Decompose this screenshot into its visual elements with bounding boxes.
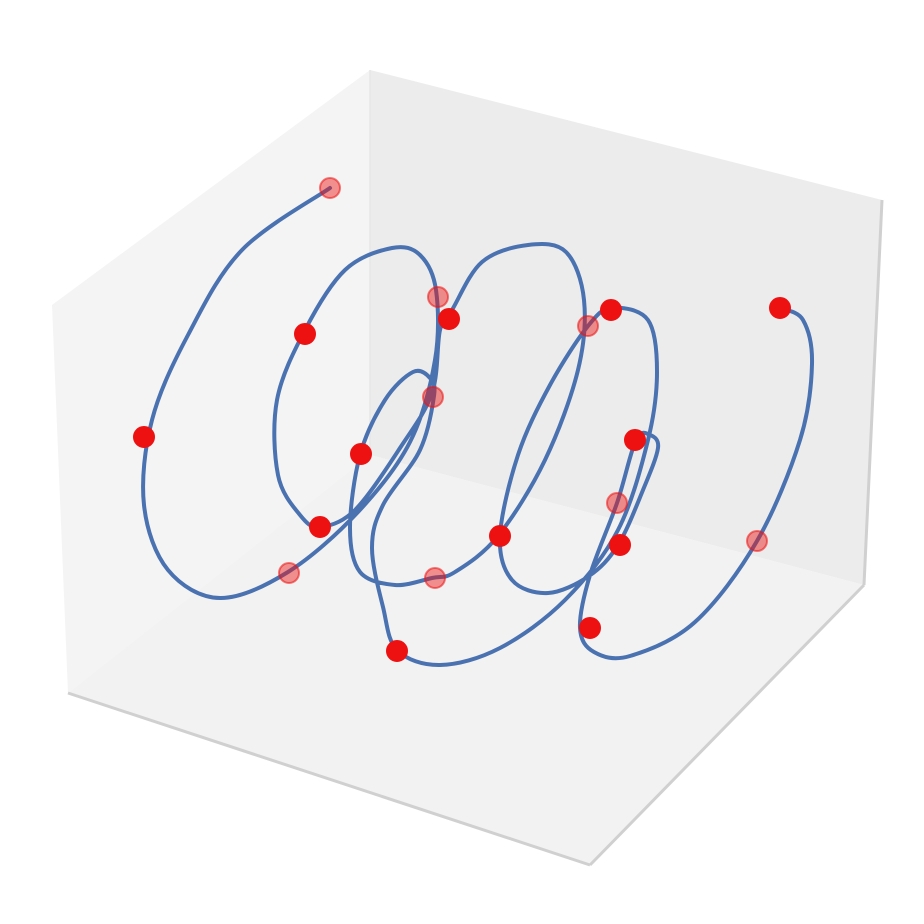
helix-line <box>141 186 815 668</box>
data-point-9 <box>422 386 444 408</box>
front-floor-edge <box>67 691 591 867</box>
data-point-13 <box>577 315 599 337</box>
data-point-12 <box>489 525 511 547</box>
data-point-3 <box>133 426 155 448</box>
series-layer <box>133 177 815 668</box>
data-point-1 <box>319 177 341 199</box>
data-point-15 <box>624 429 646 451</box>
data-point-6 <box>350 443 372 465</box>
data-point-14 <box>600 299 622 321</box>
axes-panes <box>52 70 884 867</box>
data-point-20 <box>769 297 791 319</box>
right-floor-edge <box>588 583 866 867</box>
left-pane <box>52 70 370 693</box>
data-point-4 <box>278 562 300 584</box>
right-vertical-edge <box>862 199 884 586</box>
data-point-17 <box>609 534 631 556</box>
data-point-16 <box>606 492 628 514</box>
data-point-10 <box>424 567 446 589</box>
data-point-8 <box>438 308 460 330</box>
data-point-2 <box>294 323 316 345</box>
data-point-19 <box>746 530 768 552</box>
data-point-18 <box>579 617 601 639</box>
data-point-5 <box>427 286 449 308</box>
back-pane <box>370 70 882 585</box>
data-point-11 <box>386 640 408 662</box>
data-point-7 <box>309 516 331 538</box>
